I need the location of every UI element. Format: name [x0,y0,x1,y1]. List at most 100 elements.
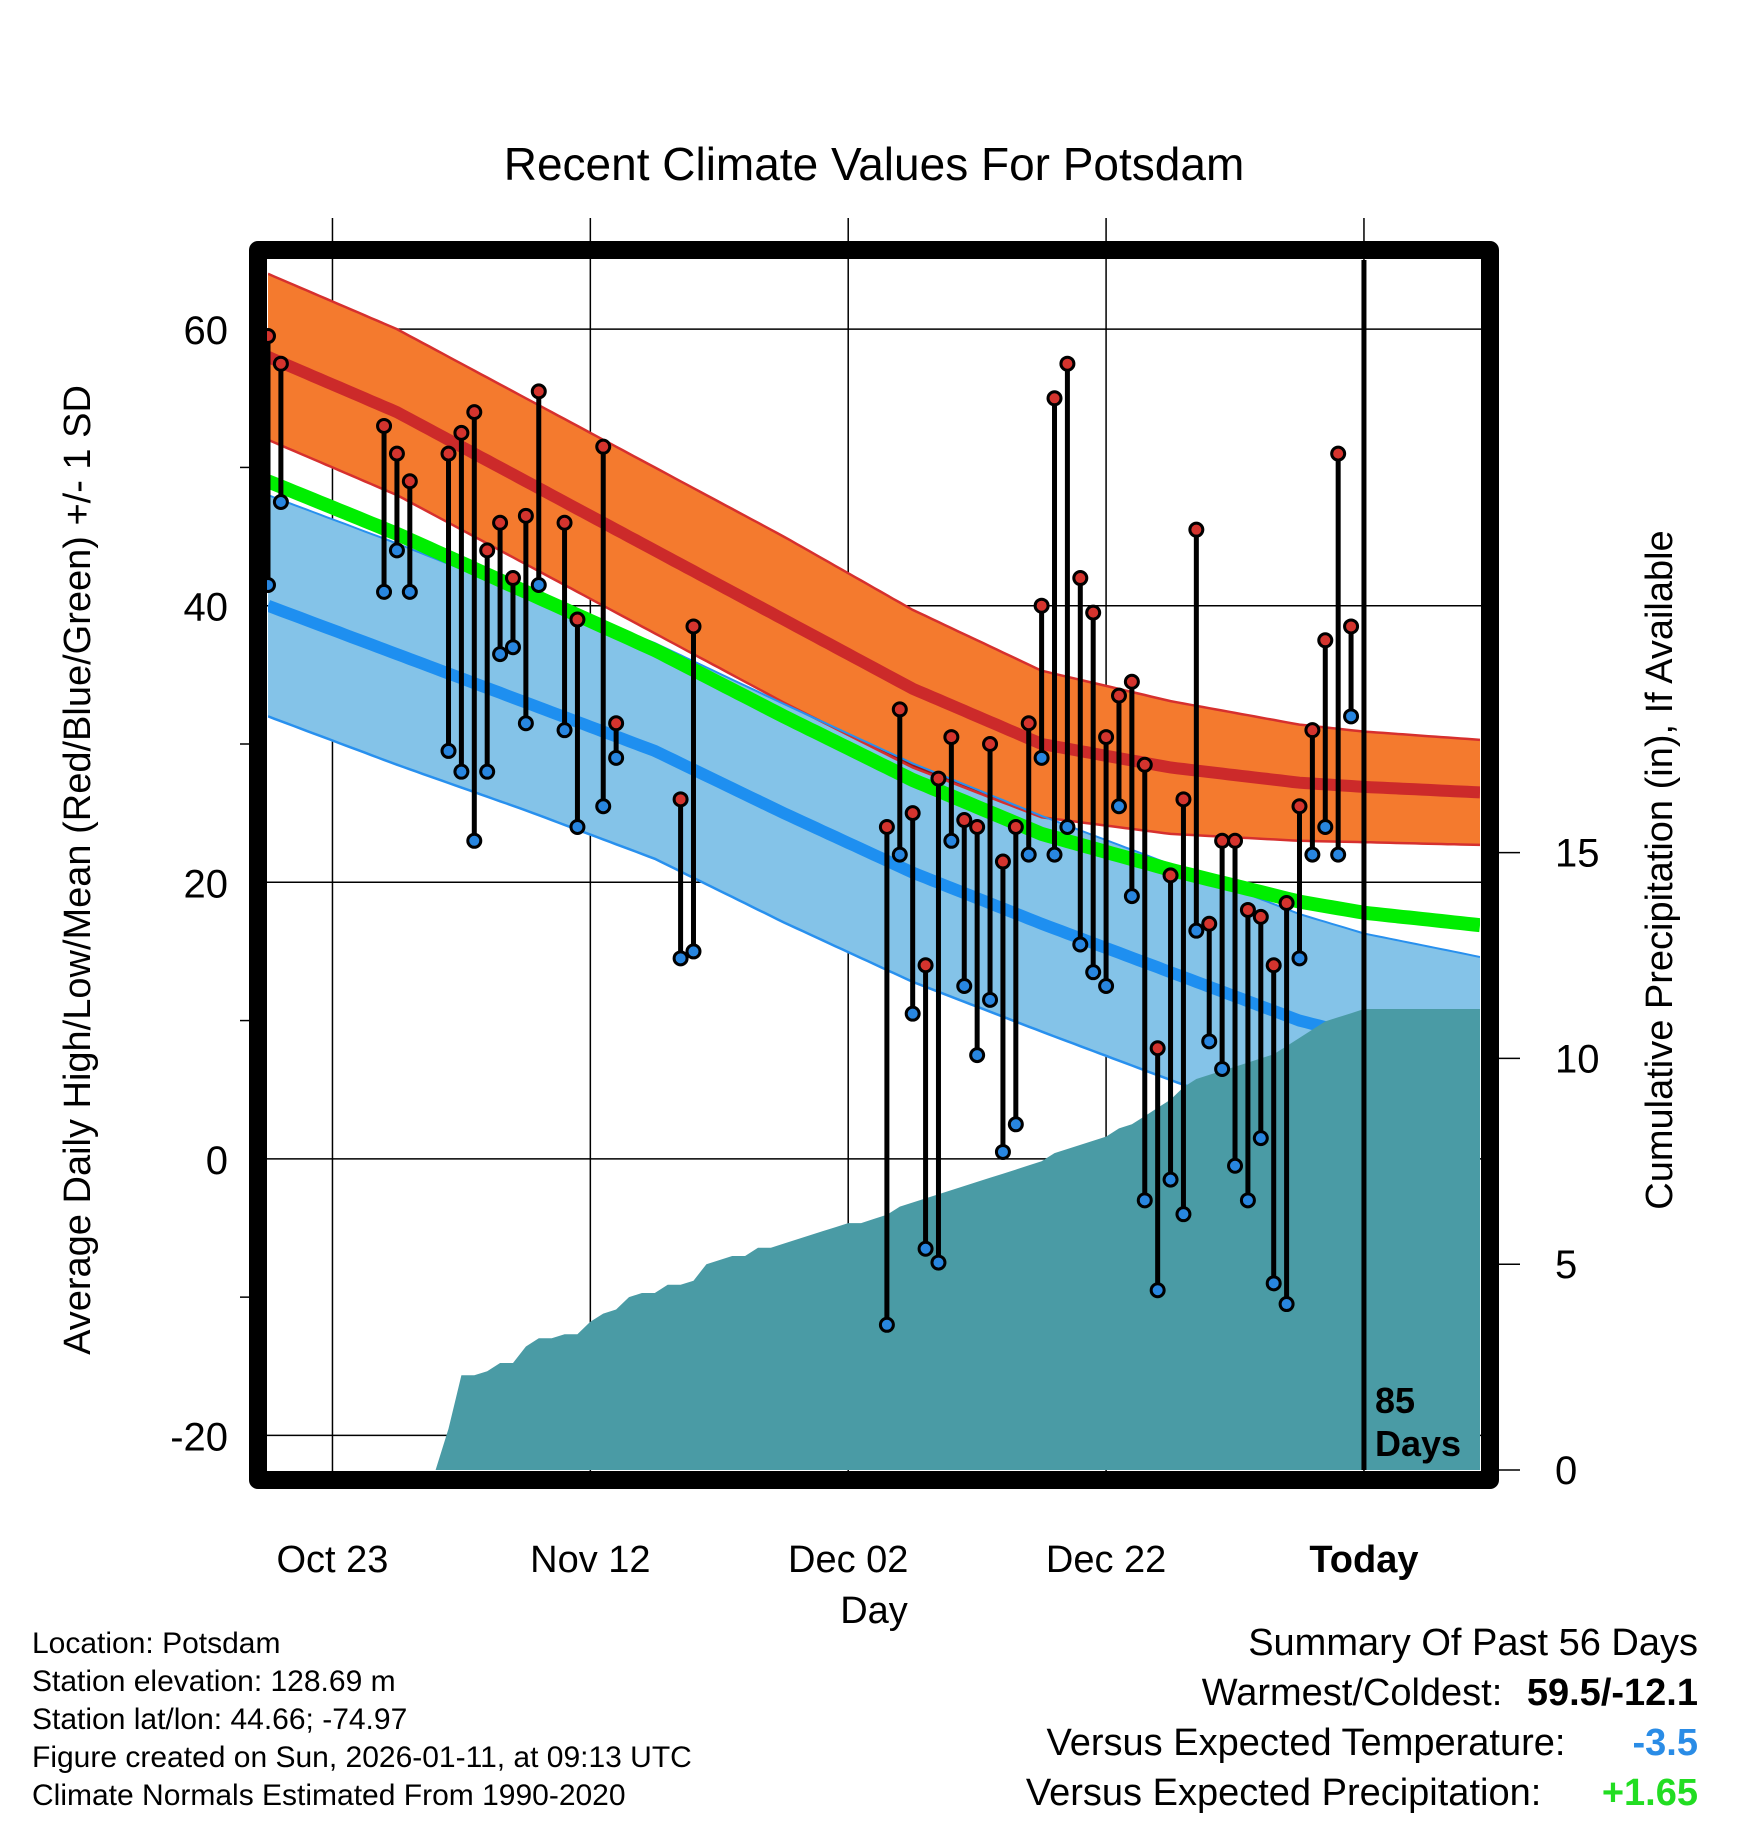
obs-high-point [1175,791,1192,808]
obs-low-point [1304,846,1321,863]
obs-high-point [930,770,947,787]
obs-low-point [608,749,625,766]
y-tick-label: 40 [184,586,229,630]
obs-low-point [376,583,393,600]
obs-high-point [401,473,418,490]
low-temp-sd-band [268,495,1480,1159]
obs-high-point [1085,604,1102,621]
warmest-coldest-value: 59.5/-12.1 [1526,1672,1698,1714]
elevation-text: Station elevation: 128.69 m [32,1665,396,1698]
y-tick-label: 0 [206,1139,228,1183]
x-tick-label: Oct 23 [276,1539,388,1581]
obs-low-point [492,646,509,663]
obs-high-point [994,853,1011,870]
obs-low-point [1278,1296,1295,1313]
obs-low-point [1252,1130,1269,1147]
today-days-label-2: Days [1375,1423,1461,1464]
obs-low-point [1227,1157,1244,1174]
x-tick-label: Dec 02 [788,1539,908,1581]
obs-low-point [569,818,586,835]
obs-high-point [1239,901,1256,918]
obs-low-point [878,1316,895,1333]
warmest-coldest-label: Warmest/Coldest: [1201,1672,1503,1714]
obs-high-point [1123,673,1140,690]
normals-text: Climate Normals Estimated From 1990-2020 [32,1779,626,1812]
obs-high-point [608,715,625,732]
obs-low-point [943,832,960,849]
y2-tick-label: 15 [1555,832,1600,876]
obs-high-point [1201,915,1218,932]
obs-high-point [878,818,895,835]
normal-mean-line [268,474,1480,933]
obs-low-point [1136,1192,1153,1209]
obs-high-point [1330,445,1347,462]
obs-high-point [672,791,689,808]
obs-high-point [982,736,999,752]
obs-high-point [388,445,405,462]
today-days-label-1: 85 [1375,1380,1415,1421]
obs-high-point [969,818,986,835]
y2-tick-label: 5 [1555,1243,1577,1287]
obs-high-point [1110,687,1127,704]
temperature-delta-label: Versus Expected Temperature: [1046,1722,1566,1764]
obs-high-point [1227,832,1244,849]
obs-low-point [453,763,470,780]
obs-high-point [1020,715,1037,732]
obs-high-point [1072,570,1089,587]
obs-high-point [440,445,457,462]
obs-low-point [466,832,483,849]
x-tick-label: Nov 12 [530,1539,650,1581]
obs-low-point [1098,978,1115,994]
x-tick-label: Dec 22 [1046,1539,1166,1581]
obs-low-point [556,722,573,739]
obs-high-point [1304,722,1321,739]
obs-low-point [1007,1116,1024,1133]
chart-title: Recent Climate Values For Potsdam [504,138,1245,190]
obs-high-point [595,438,612,455]
y-tick-label: -20 [170,1415,228,1459]
obs-high-point [479,542,496,559]
obs-high-point [517,507,534,524]
obs-high-point [466,404,483,421]
precipitation-delta-value: +1.65 [1601,1772,1698,1814]
obs-high-point [891,701,908,718]
obs-low-point [1291,950,1308,967]
obs-low-point [1085,964,1102,981]
obs-low-point [1046,846,1063,863]
obs-high-point [530,383,547,400]
obs-low-point [930,1254,947,1271]
obs-low-point [504,639,521,656]
obs-low-point [994,1143,1011,1160]
obs-high-point [943,729,960,746]
high-band-upper-edge [268,272,1480,742]
obs-low-point [530,576,547,593]
obs-low-point [388,542,405,559]
obs-low-point [1317,818,1334,835]
station-info: Location: Potsdam Station elevation: 128… [32,1625,692,1815]
obs-low-point [1201,1033,1218,1050]
summary-panel: Summary Of Past 56 Days Warmest/Coldest:… [1026,1618,1698,1818]
obs-high-point [904,805,921,822]
y-axis-label: Average Daily High/Low/Mean (Red/Blue/Gr… [57,385,99,1355]
obs-low-point [1188,922,1205,939]
obs-low-point [272,494,289,510]
obs-low-point [969,1047,986,1064]
location-text: Location: Potsdam [32,1627,281,1660]
obs-high-point [1007,818,1024,835]
normal-low-line [268,600,1480,1064]
obs-low-point [1149,1282,1166,1299]
obs-low-point [1020,846,1037,863]
high-band-lower-edge [268,438,1480,847]
temperature-delta-value: -3.5 [1632,1722,1698,1764]
daily-observations [260,328,1360,1333]
obs-low-point [917,1240,934,1257]
y2-tick-label: 0 [1555,1449,1577,1493]
obs-low-point [891,846,908,863]
obs-high-point [1033,597,1050,614]
obs-high-point [1188,521,1205,538]
obs-high-point [1149,1040,1166,1057]
obs-low-point [1330,846,1347,863]
obs-low-point [904,1005,921,1022]
obs-high-point [1265,957,1282,974]
